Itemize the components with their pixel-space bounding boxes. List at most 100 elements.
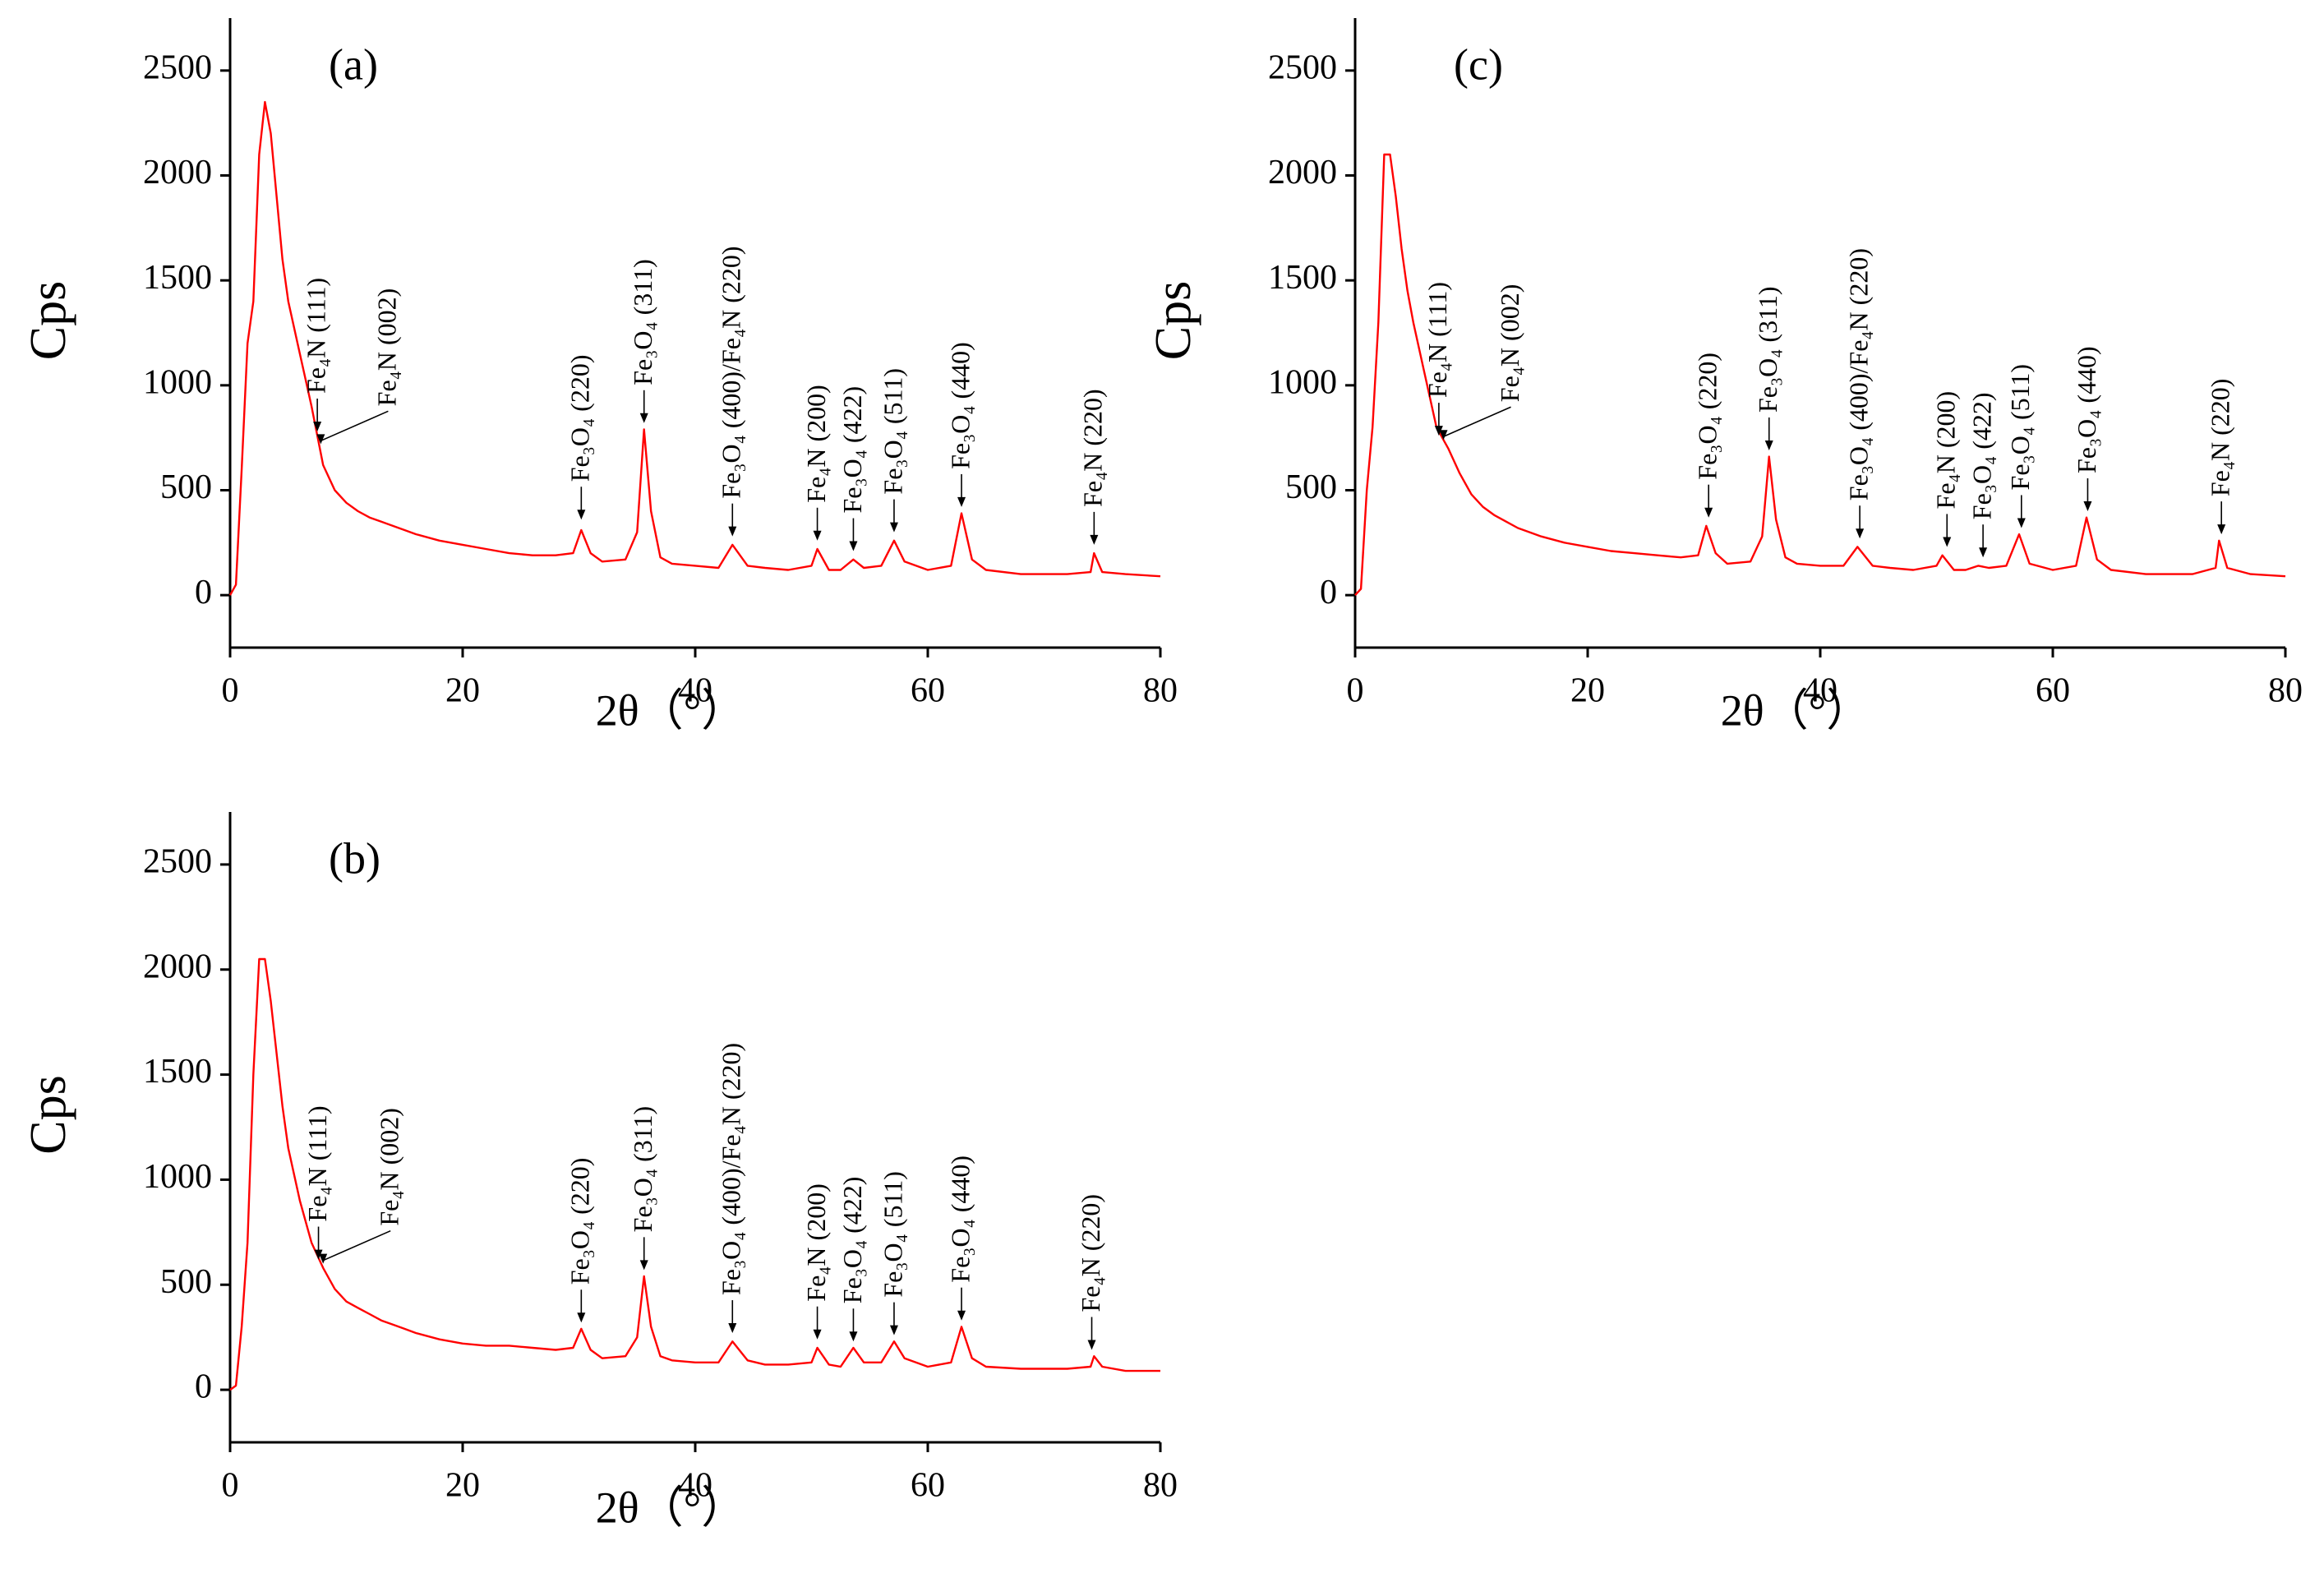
y-tick-label: 1500 [1268,259,1337,297]
arrow-head [957,496,966,507]
annotation-label: Fe₃O₄ (220) [565,355,595,482]
y-tick-label: 0 [195,1368,212,1406]
x-axis-label: 2θ（°） [596,685,745,735]
y-tick-label: 2500 [143,843,212,881]
arrow-head [1087,1340,1096,1350]
arrow-head [1704,507,1713,518]
arrow-head [1943,537,1952,547]
arrow-head [313,422,322,432]
arrow-head [728,526,737,537]
annotation-label: Fe₃O₄ (400)/Fe₄N (220) [717,1043,746,1295]
panel-title: (c) [1454,39,1503,89]
panel-title: (b) [329,833,380,883]
arrow-head [1434,426,1443,436]
x-tick-label: 60 [911,672,945,710]
y-axis-label: Cps [1146,281,1201,360]
y-tick-label: 2000 [1268,154,1337,191]
x-tick-label: 80 [1143,1467,1178,1505]
annotation-label: Fe₃O₄ (440) [2072,346,2101,473]
arrow-head [319,1253,328,1264]
annotation-label: Fe₄N (200) [801,1183,831,1302]
annotation-label: Fe₃O₄ (220) [565,1158,595,1285]
panel-title: (a) [329,39,378,89]
xrd-line [229,957,1160,1391]
annotation-label: Fe₃O₄ (311) [628,1106,657,1233]
annotation-label: Fe₃O₄ (422) [837,1177,867,1304]
arrow-head [639,1260,648,1271]
arrow-head [577,510,586,520]
arrow-head [728,1323,737,1334]
annotation-label: Fe₃O₄ (511) [2005,364,2035,491]
y-tick-label: 2000 [143,154,212,191]
arrow-head [957,1310,966,1321]
x-tick-label: 20 [445,672,480,710]
y-tick-label: 500 [1285,468,1337,506]
y-axis-label: Cps [21,281,76,360]
annotation-label: Fe₄N (220) [2206,379,2235,497]
arrow-head [316,434,325,445]
x-tick-label: 60 [2036,672,2070,710]
annotation-arrow [322,1229,391,1262]
panel: 0 500 1000 1500 2000 2500 0 20 40 60 80 Cps 2θ（°） (a)… [21,18,1178,735]
x-tick-label: 0 [222,1467,239,1505]
annotation-label: Fe₃O₄ (220) [1693,353,1722,480]
y-tick-label: 2500 [143,48,212,86]
arrow-head [2083,501,2092,512]
annotation-label: Fe₄N (200) [1931,391,1961,510]
x-tick-label: 80 [1143,672,1178,710]
y-axis-label: Cps [21,1075,76,1154]
arrow-head [1439,430,1448,441]
annotation-label: Fe₄N (111) [302,1105,332,1221]
annotation-label: Fe₄N (002) [375,1108,404,1226]
annotation-label: Fe₄N (200) [801,385,831,503]
x-tick-label: 0 [222,672,239,710]
annotation-arrow [1443,406,1511,437]
x-tick-label: 60 [911,1467,945,1505]
arrow-head [2217,524,2226,535]
annotation-label: Fe₃O₄ (511) [878,368,907,495]
annotation-label: Fe₄N (002) [372,288,402,407]
annotation-label: Fe₄N (220) [1078,389,1108,507]
x-tick-label: 80 [2268,672,2303,710]
panel: 0 500 1000 1500 2000 2500 0 20 40 60 80 Cps 2θ（°） (c)… [1146,18,2303,735]
arrow-head [889,522,898,533]
arrow-head [639,413,648,423]
y-tick-label: 0 [1320,574,1337,611]
annotation-label: Fe₃O₄ (422) [1967,392,1996,519]
arrow-head [2017,518,2026,528]
arrow-head [1090,534,1099,545]
annotation-label: Fe₄N (002) [1495,284,1524,403]
annotation-label: Fe₃O₄ (311) [628,259,657,385]
annotation-label: Fe₃O₄ (422) [837,386,867,514]
annotation-label: Fe₃O₄ (400)/Fe₄N (220) [717,246,746,498]
xrd-line [1354,153,2286,597]
arrow-head [849,1331,858,1342]
y-tick-label: 2000 [143,948,212,985]
arrow-head [1979,547,1988,558]
y-tick-label: 1000 [143,363,212,401]
arrow-head [577,1312,586,1323]
annotation-label: Fe₃O₄ (311) [1753,286,1782,413]
x-tick-label: 40 [678,672,712,710]
arrow-head [813,530,822,541]
arrow-head [849,541,858,551]
arrow-head [314,1249,323,1260]
annotation-arrow [320,410,389,442]
panel: 0 500 1000 1500 2000 2500 0 20 40 60 80 Cps 2θ（°） (b)… [21,812,1178,1532]
annotation-label: Fe₄N (111) [301,278,330,394]
xrd-line [228,100,1161,596]
annotation-label: Fe₃O₄ (440) [945,342,975,469]
x-tick-label: 0 [1347,672,1364,710]
y-tick-label: 500 [160,1263,212,1301]
y-tick-label: 0 [195,574,212,611]
y-tick-label: 1000 [143,1158,212,1196]
arrow-head [813,1329,822,1340]
annotation-label: Fe₄N (111) [1423,282,1452,398]
y-tick-label: 1500 [143,1053,212,1091]
y-tick-label: 500 [160,468,212,506]
x-tick-label: 20 [445,1467,480,1505]
annotation-label: Fe₃O₄ (511) [878,1171,907,1298]
arrow-head [889,1325,898,1335]
arrow-head [1856,528,1865,539]
